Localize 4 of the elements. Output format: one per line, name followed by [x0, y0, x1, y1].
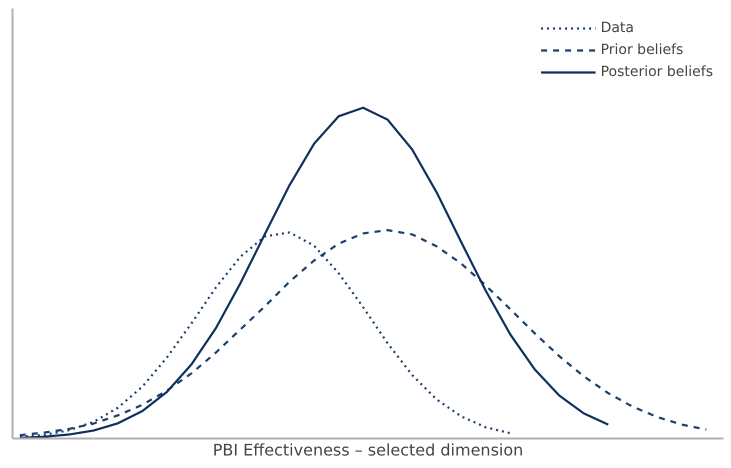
legend-label: Posterior beliefs: [600, 64, 713, 80]
legend-label: Data: [600, 20, 634, 36]
x-axis-title: PBI Effectiveness – selected dimension: [212, 440, 524, 460]
legend-label: Prior beliefs: [600, 42, 684, 58]
